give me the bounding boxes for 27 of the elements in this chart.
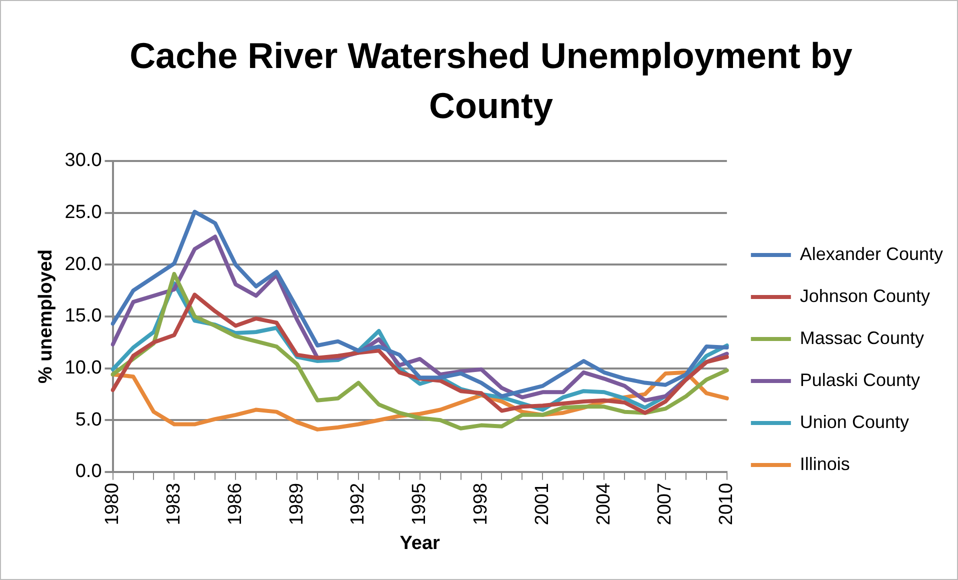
y-axis-title: % unemployed xyxy=(36,249,57,384)
y-tick-label: 15.0 xyxy=(64,306,102,327)
x-tick-label: 1983 xyxy=(163,482,184,526)
x-axis-title: Year xyxy=(400,532,441,554)
x-tick-label: 1995 xyxy=(409,482,430,526)
x-tick-label: 1989 xyxy=(286,482,308,526)
y-tick-label: 5.0 xyxy=(75,409,102,430)
x-tick-label: 2007 xyxy=(654,482,676,526)
y-tick-label: 30.0 xyxy=(64,150,102,172)
x-tick-label: 2004 xyxy=(593,482,614,526)
legend-label: Union County xyxy=(800,412,909,432)
y-tick-label: 25.0 xyxy=(64,202,102,224)
chart-title: Cache River Watershed Unemployment by County xyxy=(128,34,854,128)
legend-label: Johnson County xyxy=(800,286,930,306)
x-tick-label: 2001 xyxy=(532,482,553,526)
y-tick-label: 10.0 xyxy=(64,358,102,379)
x-tick-label: 1998 xyxy=(470,482,492,526)
legend-label: Pulaski County xyxy=(800,370,920,390)
x-tick-label: 1986 xyxy=(224,482,246,526)
x-tick-label: 2010 xyxy=(716,482,738,526)
y-tick-label: 0.0 xyxy=(75,461,102,482)
x-tick-label: 1980 xyxy=(102,482,124,526)
legend-label: Massac County xyxy=(800,328,924,348)
legend-label: Illinois xyxy=(800,454,850,474)
x-tick-label: 1992 xyxy=(348,482,369,526)
y-tick-label: 20.0 xyxy=(64,254,102,275)
legend-label: Alexander County xyxy=(800,244,944,264)
